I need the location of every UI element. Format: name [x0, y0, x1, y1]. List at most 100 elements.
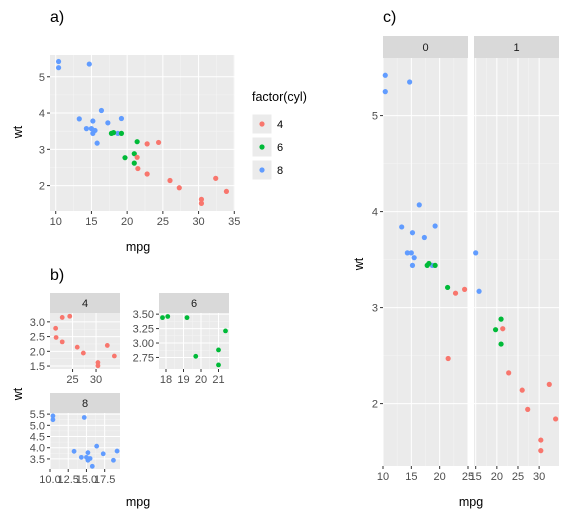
c-panel-0-point-cyl-8 [409, 230, 416, 236]
c-panel-0-point-cyl-4 [452, 290, 459, 296]
b-panel-8-point-cyl-8 [50, 417, 56, 423]
a-panel-point-cyl-4 [176, 185, 182, 191]
b-panel-8-x-tick-label: 17.5 [94, 474, 115, 486]
c-x-axis-title: mpg [459, 495, 483, 509]
b-panel-6-y-tick-label: 2.75 [133, 352, 154, 364]
b-panel-6-strip-label: 6 [191, 298, 197, 310]
b-panel-4-point-cyl-4 [53, 335, 59, 340]
c-panel-1-point-cyl-4 [553, 416, 559, 422]
b-panel-8: 8 10.012.515.017.5 3.54.04.55.05.5 [30, 393, 120, 486]
a-panel-point-cyl-4 [213, 175, 219, 181]
b-panel-6-point-cyl-6 [160, 315, 165, 321]
a-panel-x-tick-label: 30 [192, 216, 204, 228]
b-panel-6-x-tick-label: 20 [195, 374, 207, 386]
c-panel-1-point-cyl-4 [538, 448, 544, 454]
legend-label-6: 6 [277, 142, 283, 154]
b-panel-8-point-cyl-8 [81, 415, 87, 420]
b-panel-4-point-cyl-4 [104, 343, 110, 348]
c-panel-0-x-tick-label: 15 [405, 471, 417, 483]
a-panel-point-cyl-8 [94, 140, 100, 146]
a-panel-background [50, 55, 235, 211]
a-panel-point-cyl-8 [55, 65, 62, 71]
a-x-axis-title: mpg [126, 240, 150, 254]
c-panel-0-point-cyl-8 [399, 224, 405, 230]
legend: factor(cyl) 4 6 8 [251, 90, 307, 181]
a-panel-x-tick-label: 35 [228, 216, 240, 228]
c-panel-1-point-cyl-8 [476, 288, 482, 294]
b-panel-4-point-cyl-4 [59, 315, 65, 320]
a-panel-point-cyl-6 [134, 139, 140, 145]
a-y-axis-title: wt [11, 125, 25, 139]
b-panel-8-point-cyl-8 [85, 450, 91, 456]
c-panel-0-point-cyl-8 [421, 234, 427, 241]
a-panel-point-cyl-8 [76, 116, 82, 122]
b-panel-8-point-cyl-8 [71, 448, 77, 454]
a-panel-y-tick-label: 4 [39, 108, 45, 120]
b-panel-6-strip [159, 293, 229, 313]
a-panel-point-cyl-4 [167, 177, 173, 184]
b-panel-6-x-tick-label: 21 [212, 374, 224, 386]
a-panel-point-cyl-4 [144, 141, 150, 147]
b-panel-8-point-cyl-8 [78, 454, 84, 460]
b-panel-8-point-cyl-8 [50, 413, 56, 419]
b-panel-8-point-cyl-8 [87, 456, 93, 461]
c-panel-0-point-cyl-4 [445, 355, 451, 362]
legend-label-8: 8 [277, 165, 283, 177]
b-panel-8-y-tick-label: 5.0 [30, 420, 45, 432]
a-panel-point-cyl-4 [135, 165, 141, 172]
c-panel-1-strip-label: 1 [513, 42, 519, 54]
b-panel-6: 6 18 19 20 21 2.75 3.00 3.25 3.50 [133, 293, 229, 386]
b-panel-4-x-tick-label: 30 [90, 374, 102, 386]
c-panel-1-background [474, 58, 559, 466]
a-panel: 10 15 20 25 30 35 2 3 4 5 [39, 55, 240, 228]
b-panel-8-x-tick-label: 10.0 [39, 474, 60, 486]
c-panel-0-point-cyl-8 [382, 89, 388, 95]
c-panel-0-point-cyl-8 [432, 223, 438, 229]
legend-point-8 [259, 167, 265, 173]
b-panel-8-background [50, 413, 120, 469]
b-panel-6-y-tick-label: 3.50 [133, 309, 154, 321]
b-panel-8-point-cyl-8 [111, 457, 116, 463]
b-panel-4-y-tick-label: 1.5 [30, 361, 45, 373]
c-panel-1-point-cyl-4 [538, 437, 544, 443]
b-panel-4-strip [50, 293, 120, 313]
b-panel-8-y-tick-label: 4.5 [30, 432, 45, 444]
a-panel-point-cyl-8 [105, 120, 111, 126]
a-panel-point-cyl-6 [118, 130, 125, 136]
c-panel-0-x-tick-label: 20 [434, 471, 446, 483]
b-panel-4-y-tick-label: 2.5 [30, 332, 45, 344]
legend-point-6 [259, 144, 265, 150]
b-panel-4-point-cyl-4 [74, 344, 80, 350]
a-panel-point-cyl-8 [90, 118, 96, 124]
a-panel-y-tick-label: 5 [39, 72, 45, 84]
b-panel-4-point-cyl-4 [111, 353, 117, 359]
b-panel-6-point-cyl-6 [193, 353, 199, 359]
a-panel-point-cyl-8 [118, 115, 125, 122]
c-panel-1: 1 15 20 25 30 [470, 36, 559, 483]
a-panel-point-cyl-6 [110, 130, 117, 136]
c-panel-0-point-cyl-8 [404, 250, 410, 256]
c-panel-1-point-cyl-4 [519, 387, 525, 393]
c-panel-1-point-cyl-4 [500, 326, 506, 332]
a-panel-point-cyl-4 [198, 196, 205, 202]
b-panel-8-strip [50, 393, 120, 413]
b-panel-4-point-cyl-4 [53, 325, 59, 331]
b-panel-4-point-cyl-4 [59, 339, 65, 345]
b-panel-8-y-tick-label: 3.5 [30, 454, 45, 466]
b-panel-8-point-cyl-8 [94, 443, 100, 449]
c-panel-0-point-cyl-6 [426, 260, 432, 267]
a-panel-point-cyl-6 [122, 155, 128, 161]
plot-tag-c: c) [383, 9, 396, 26]
a-panel-point-cyl-8 [115, 130, 121, 136]
b-panel-4-strip-label: 4 [82, 298, 88, 310]
b-panel-6-x-tick-label: 19 [177, 374, 189, 386]
a-panel-x-tick-label: 20 [121, 216, 133, 228]
c-panel-0-strip [383, 36, 468, 58]
b-panel-4-point-cyl-4 [80, 350, 86, 356]
c-panel-0-point-cyl-8 [408, 250, 414, 256]
a-panel-point-cyl-8 [98, 107, 105, 114]
c-panel-1-point-cyl-4 [525, 406, 531, 412]
a-panel-x-tick-label: 25 [157, 216, 169, 228]
b-panel-6-point-cyl-6 [165, 314, 171, 319]
